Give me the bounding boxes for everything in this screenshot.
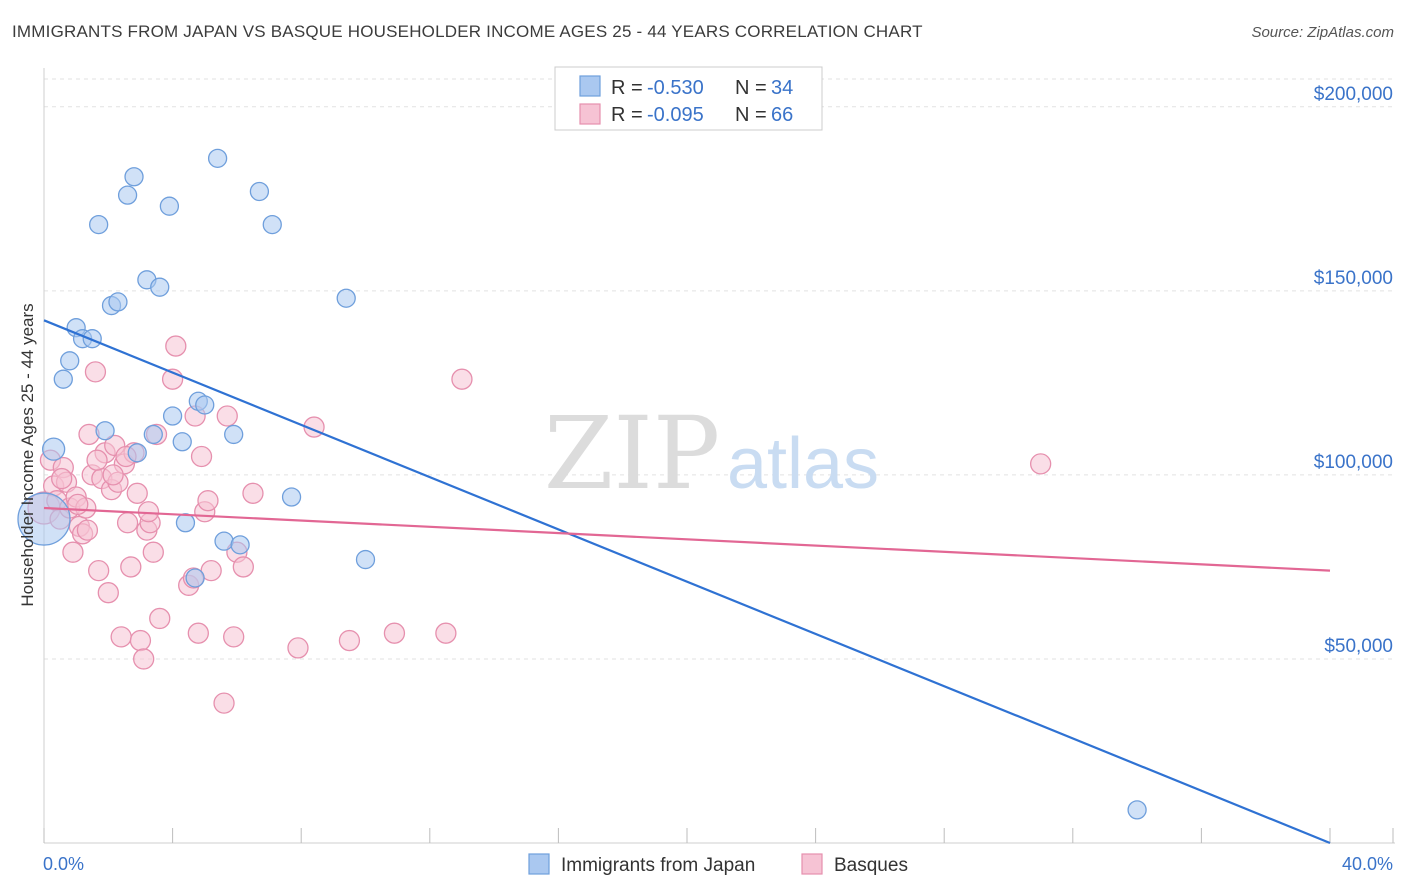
- legend-n-label-basque: N =: [735, 104, 767, 126]
- scatter-point-basque: [232, 556, 254, 578]
- x-tick-label-max: 40.0%: [1342, 854, 1393, 874]
- scatter-point-basque: [62, 541, 84, 563]
- scatter-point-basque: [120, 556, 142, 578]
- scatter-point-basque: [51, 467, 73, 490]
- correlation-legend: R = -0.530 N = 34 R = -0.095 N = 66: [554, 66, 823, 131]
- scatter-point-japan: [207, 148, 228, 168]
- legend-n-value-basque: 66: [771, 104, 793, 126]
- y-axis-title: Householder Income Ages 25 - 44 years: [18, 303, 37, 606]
- legend-n-value-japan: 34: [771, 77, 793, 99]
- scatter-point-basque: [129, 629, 152, 652]
- scatter-point-basque: [451, 368, 473, 390]
- scatter-point-japan: [249, 181, 270, 202]
- y-tick-label: $200,000: [1314, 84, 1393, 105]
- legend-swatch-basque: [579, 103, 601, 125]
- scatter-point-japan: [262, 214, 282, 235]
- scatter-point-japan: [41, 437, 66, 461]
- scatter-point-japan: [150, 277, 170, 297]
- legend-n-label-japan: N =: [735, 77, 767, 99]
- scatter-point-japan: [95, 421, 115, 441]
- scatter-point-japan: [185, 568, 205, 588]
- bottom-legend-swatch-japan: [528, 853, 550, 875]
- scatter-point-basque: [133, 648, 155, 670]
- scatter-point-basque: [116, 512, 139, 534]
- chart-title: IMMIGRANTS FROM JAPAN VS BASQUE HOUSEHOL…: [12, 22, 923, 41]
- scatter-point-basque: [142, 541, 164, 563]
- scatter-point-basque: [338, 629, 361, 652]
- legend-r-label-basque: R =: [611, 104, 643, 126]
- scatter-point-japan: [143, 424, 163, 445]
- scatter-point-basque: [102, 464, 124, 486]
- watermark: ZIP atlas: [544, 395, 879, 512]
- scatter-point-japan: [108, 292, 128, 312]
- scatter-point-basque: [78, 423, 100, 446]
- bottom-legend-swatch-basque: [801, 853, 823, 875]
- watermark-atlas: atlas: [727, 424, 879, 504]
- watermark-zip: ZIP: [544, 395, 720, 512]
- scatter-point-japan: [159, 196, 180, 216]
- y-tick-label: $150,000: [1314, 268, 1393, 289]
- scatter-point-basque: [67, 493, 89, 516]
- scatter-point-japan: [355, 549, 376, 570]
- legend-r-label-japan: R =: [611, 77, 643, 99]
- scatter-point-japan: [281, 487, 302, 507]
- x-tick-label-min: 0.0%: [43, 854, 84, 874]
- series-legend: Immigrants from Japan Basques: [528, 853, 908, 876]
- scatter-point-basque: [197, 490, 219, 512]
- scatter-point-japan: [53, 369, 73, 389]
- scatter-point-basque: [190, 445, 213, 468]
- scatter-point-japan: [1127, 800, 1147, 820]
- scatter-point-basque: [86, 449, 108, 471]
- scatter-point-japan: [124, 167, 144, 187]
- scatter-point-basque: [383, 622, 406, 644]
- y-tick-label: $100,000: [1314, 452, 1393, 473]
- source-label: Source: ZipAtlas.com: [1251, 24, 1394, 41]
- scatter-point-basque: [76, 519, 99, 541]
- scatter-point-japan: [336, 288, 356, 308]
- scatter-point-basque: [126, 482, 148, 504]
- scatter-point-basque: [165, 335, 187, 357]
- y-tick-label: $50,000: [1324, 636, 1393, 657]
- legend-r-value-basque: -0.095: [647, 104, 704, 126]
- trend-line-japan: [43, 319, 1331, 845]
- scatter-point-basque: [84, 361, 107, 383]
- scatter-point-japan: [175, 513, 196, 533]
- scatter-point-basque: [216, 405, 238, 427]
- scatter-point-japan: [230, 535, 250, 555]
- points-layer: [17, 148, 1147, 820]
- scatter-point-basque: [242, 482, 264, 504]
- legend-r-value-japan: -0.530: [647, 77, 704, 99]
- scatter-point-japan: [82, 329, 102, 349]
- scatter-point-japan: [162, 406, 183, 426]
- scatter-point-basque: [223, 626, 245, 648]
- scatter-point-basque: [110, 626, 132, 648]
- scatter-point-japan: [172, 432, 192, 452]
- legend-swatch-japan: [579, 75, 601, 97]
- bottom-legend-label-japan: Immigrants from Japan: [561, 855, 755, 876]
- scatter-point-basque: [435, 622, 457, 644]
- scatter-point-basque: [1030, 453, 1052, 475]
- trend-layer: [43, 319, 1331, 845]
- scatter-point-basque: [287, 637, 309, 659]
- trend-line-basque: [43, 506, 1331, 572]
- bottom-legend-label-basque: Basques: [834, 855, 908, 876]
- scatter-point-basque: [97, 582, 119, 604]
- scatter-point-basque: [213, 692, 235, 714]
- scatter-point-japan: [17, 492, 71, 546]
- scatter-point-japan: [127, 443, 147, 463]
- scatter-point-japan: [117, 185, 138, 205]
- scatter-point-japan: [224, 424, 244, 445]
- scatter-point-japan: [195, 395, 215, 415]
- scatter-point-basque: [187, 622, 209, 644]
- scatter-point-basque: [149, 607, 171, 630]
- scatter-point-basque: [88, 559, 110, 582]
- scatter-point-japan: [89, 214, 109, 235]
- scatter-point-japan: [214, 531, 234, 551]
- scatter-point-japan: [60, 351, 80, 371]
